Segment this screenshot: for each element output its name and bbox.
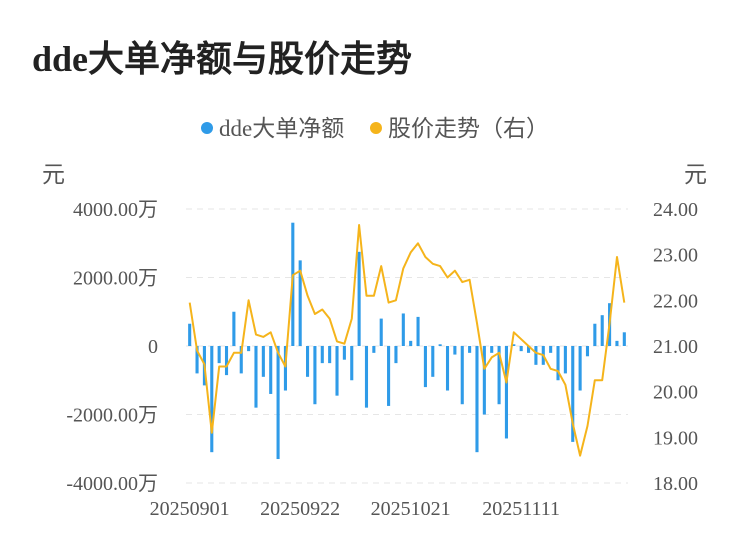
dde-bars: [188, 222, 626, 460]
dde-bar: [416, 316, 420, 346]
right-tick-label: 20.00: [653, 382, 698, 404]
right-tick-label: 24.00: [653, 199, 698, 221]
x-tick-label: 20250901: [150, 498, 230, 520]
dde-bar: [460, 346, 464, 405]
dde-bar: [372, 346, 376, 353]
legend: dde大单净额 股价走势（右）: [0, 109, 750, 143]
dde-bar: [335, 346, 339, 396]
dde-bar: [534, 346, 538, 365]
left-tick-label: -4000.00万: [66, 473, 158, 495]
dde-bar: [519, 346, 523, 352]
dde-bar: [468, 346, 472, 353]
chart-title: dde大单净额与股价走势: [32, 39, 413, 79]
left-tick-label: 2000.00万: [73, 268, 158, 290]
dde-bar: [283, 346, 287, 391]
dde-bar: [328, 346, 332, 364]
dde-bar: [269, 346, 273, 394]
right-axis-ticks: 24.00 23.00 22.00 21.00 20.00 19.00 18.00: [653, 199, 698, 495]
dde-bar: [394, 346, 398, 364]
right-axis-unit: 元: [684, 162, 707, 187]
dde-bar: [578, 346, 582, 391]
dde-bar: [482, 346, 486, 415]
dde-bar: [350, 346, 354, 381]
dde-bar: [431, 346, 435, 377]
dde-bar: [475, 346, 479, 453]
dde-bar: [387, 346, 391, 406]
dde-bar: [195, 346, 199, 374]
dde-bar: [512, 344, 516, 346]
dde-bar: [247, 346, 251, 352]
dde-bar: [239, 346, 243, 374]
x-tick-label: 20251111: [482, 498, 560, 520]
price-line: [188, 224, 626, 457]
x-axis-labels: 20250901 20250922 20251021 20251111: [150, 498, 560, 520]
dde-bar: [556, 346, 560, 381]
dde-bar: [298, 260, 302, 346]
dde-bar: [254, 346, 258, 408]
left-axis-ticks: 4000.00万 2000.00万 0 -2000.00万 -4000.00万: [66, 199, 158, 495]
dde-bar: [527, 346, 531, 353]
dde-bar: [504, 346, 508, 439]
legend-label-dde: dde大单净额: [219, 116, 345, 141]
dde-bar: [217, 346, 221, 364]
right-tick-label: 18.00: [653, 473, 698, 495]
left-tick-label: 0: [148, 336, 158, 358]
dde-bar: [232, 311, 236, 346]
right-tick-label: 22.00: [653, 290, 698, 312]
x-tick-label: 20250922: [260, 498, 340, 520]
dde-bar: [571, 346, 575, 442]
dde-bar: [453, 346, 457, 355]
dde-bar: [306, 346, 310, 377]
right-tick-label: 19.00: [653, 427, 698, 449]
legend-item-dde[interactable]: dde大单净额: [201, 109, 344, 143]
dde-bar: [615, 340, 619, 346]
left-tick-label: 4000.00万: [73, 199, 158, 221]
left-tick-label: -2000.00万: [66, 405, 158, 427]
dde-bar: [593, 323, 597, 346]
dde-bar: [357, 251, 361, 346]
dde-bar: [210, 346, 214, 453]
dde-bar: [276, 346, 280, 460]
dde-bar: [261, 346, 265, 377]
dde-bar: [563, 346, 567, 374]
dde-bar: [438, 344, 442, 346]
legend-dot-price: [369, 122, 382, 134]
dde-bar: [585, 346, 590, 357]
dde-bar: [224, 346, 229, 376]
dde-bar: [401, 313, 405, 346]
legend-dot-dde: [201, 122, 214, 134]
grid-lines: [186, 208, 628, 484]
dde-bar: [622, 332, 626, 346]
dde-bar: [342, 346, 346, 360]
dde-bar: [313, 346, 317, 405]
x-tick-label: 20251021: [371, 498, 451, 520]
dde-bar: [445, 346, 450, 391]
dde-bar: [379, 318, 383, 346]
dde-bar: [409, 340, 413, 346]
price-line-path: [188, 224, 626, 457]
dde-bar: [188, 323, 192, 346]
dde-bar: [490, 346, 494, 353]
right-tick-label: 23.00: [653, 245, 698, 267]
dde-bar: [320, 346, 324, 364]
legend-item-price[interactable]: 股价走势（右）: [369, 109, 549, 143]
dde-bar: [549, 346, 553, 353]
dde-bar: [600, 315, 604, 346]
right-tick-label: 21.00: [653, 336, 698, 358]
dde-bar: [364, 346, 369, 408]
dde-bar: [497, 346, 501, 405]
legend-label-price: 股价走势（右）: [387, 116, 549, 141]
left-axis-unit: 元: [42, 162, 65, 187]
dde-bar: [423, 346, 427, 388]
